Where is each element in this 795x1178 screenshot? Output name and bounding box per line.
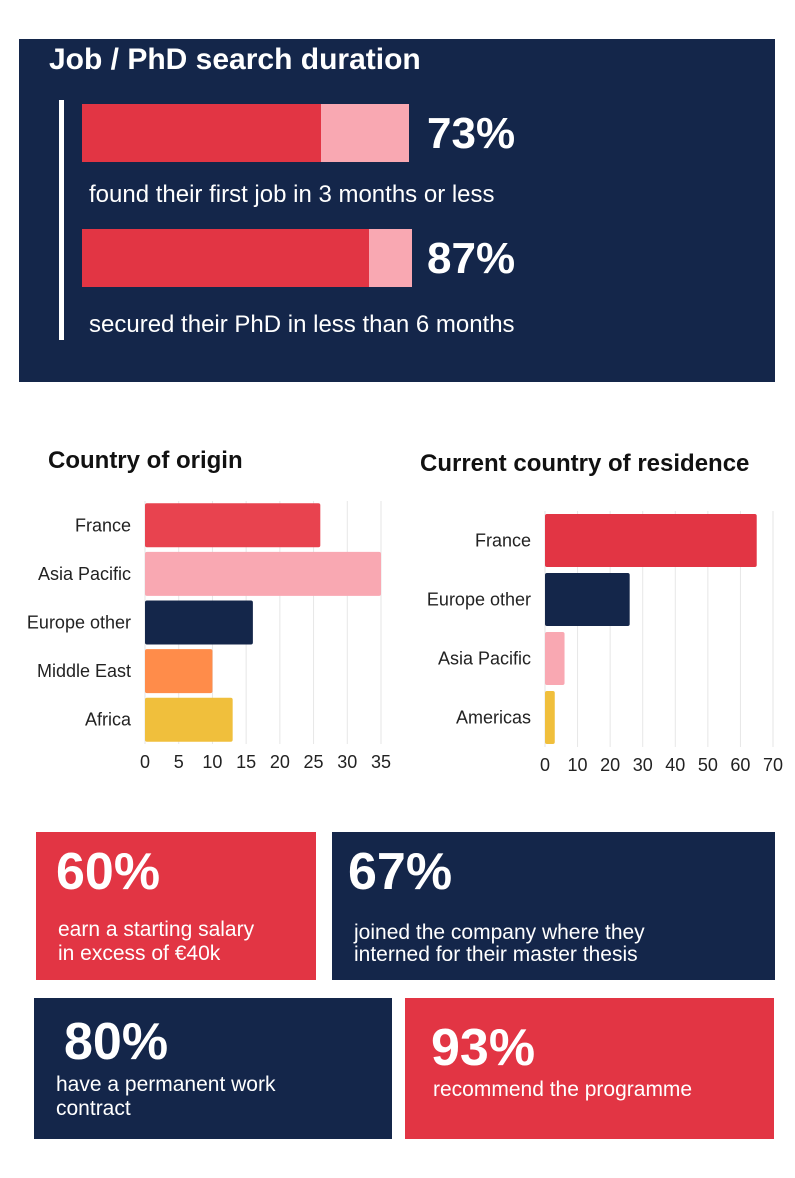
- stat-card-line: in excess of €40k: [58, 942, 221, 965]
- bar-europe-other: [545, 573, 630, 626]
- stat-card-value: 60%: [56, 843, 161, 901]
- search-duration-panel: Job / PhD search duration 73% found thei…: [19, 39, 775, 382]
- stat-card-line: joined the company where they: [354, 921, 645, 944]
- bar-africa: [145, 697, 233, 742]
- x-tick-label: 30: [337, 752, 357, 772]
- stat-card-salary: 60% earn a starting salary in excess of …: [36, 832, 316, 980]
- category-label: Middle East: [37, 661, 131, 681]
- phd-duration-description: secured their PhD in less than 6 months: [89, 311, 515, 338]
- stat-card-value: 67%: [348, 843, 453, 901]
- category-label: France: [75, 515, 131, 535]
- bar-france: [145, 503, 321, 548]
- x-tick-label: 10: [202, 752, 222, 772]
- stat-card-internship: 67% joined the company where they intern…: [332, 832, 775, 980]
- bar-asia-pacific: [145, 551, 381, 596]
- x-tick-label: 40: [665, 755, 685, 775]
- x-tick-label: 70: [763, 755, 783, 775]
- residence-chart-title: Current country of residence: [420, 450, 750, 477]
- bar-middle-east: [145, 649, 213, 694]
- x-tick-label: 60: [730, 755, 750, 775]
- stat-card-line: earn a starting salary: [58, 918, 255, 941]
- category-label: Europe other: [427, 590, 531, 610]
- bar-asia-pacific: [545, 632, 565, 685]
- category-label: Asia Pacific: [438, 649, 531, 669]
- x-tick-label: 20: [270, 752, 290, 772]
- x-tick-label: 10: [568, 755, 588, 775]
- x-tick-label: 0: [540, 755, 550, 775]
- phd-duration-percent: 87%: [427, 234, 516, 283]
- job-duration-bar-fill: [82, 104, 321, 162]
- category-label: France: [475, 531, 531, 551]
- origin-bar-chart: France Asia Pacific Europe other Middle Eas…: [27, 501, 391, 772]
- job-duration-percent: 73%: [427, 109, 516, 158]
- x-tick-label: 15: [236, 752, 256, 772]
- stat-card-line: contract: [56, 1097, 131, 1120]
- bar-europe-other: [145, 600, 253, 645]
- phd-duration-bar: [82, 229, 412, 287]
- stat-card-contract: 80% have a permanent work contract: [34, 998, 392, 1139]
- stat-card-value: 93%: [431, 1019, 536, 1077]
- bar-france: [545, 514, 757, 567]
- search-duration-title: Job / PhD search duration: [49, 43, 421, 76]
- stat-card-line: recommend the programme: [433, 1078, 693, 1101]
- job-duration-description: found their first job in 3 months or les…: [89, 181, 495, 208]
- category-label: Americas: [456, 708, 531, 728]
- x-tick-label: 20: [600, 755, 620, 775]
- phd-duration-bar-fill: [82, 229, 370, 287]
- stat-card-line: interned for their master thesis: [354, 943, 638, 966]
- x-tick-label: 50: [698, 755, 718, 775]
- x-tick-label: 25: [304, 752, 324, 772]
- x-tick-label: 35: [371, 752, 391, 772]
- origin-chart-title: Country of origin: [48, 447, 243, 474]
- category-label: Africa: [85, 710, 132, 730]
- residence-bar-chart: France Europe other Asia Pacific Americas 0 1…: [427, 511, 783, 775]
- stat-card-line: have a permanent work: [56, 1073, 276, 1096]
- category-label: Asia Pacific: [38, 564, 131, 584]
- x-tick-label: 30: [633, 755, 653, 775]
- x-tick-label: 5: [174, 752, 184, 772]
- stat-card-value: 80%: [64, 1013, 169, 1071]
- bar-americas: [545, 691, 555, 744]
- vertical-divider: [59, 100, 64, 340]
- job-duration-bar: [82, 104, 409, 162]
- category-label: Europe other: [27, 613, 131, 633]
- stat-card-recommend: 93% recommend the programme: [405, 998, 774, 1139]
- x-tick-label: 0: [140, 752, 150, 772]
